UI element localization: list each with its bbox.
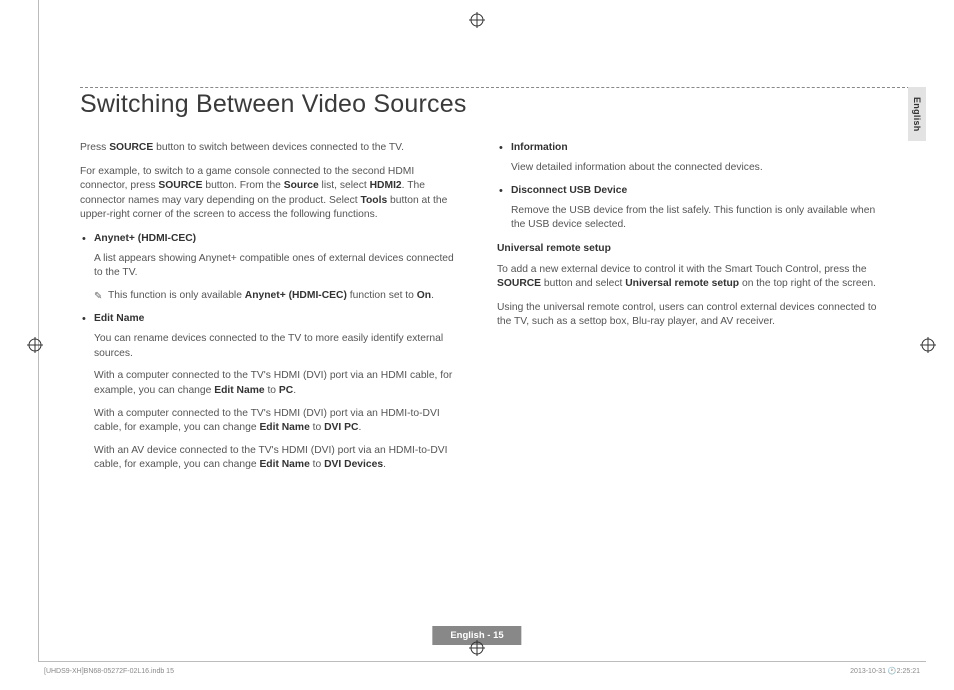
text: list, select <box>319 180 370 191</box>
item-title: Edit Name <box>94 312 463 327</box>
registration-mark-icon <box>469 12 485 28</box>
edit-name-label: Edit Name <box>259 422 309 433</box>
universal-remote-label: Universal remote setup <box>625 278 739 289</box>
tools-label: Tools <box>360 195 387 206</box>
registration-mark-icon <box>27 337 43 353</box>
text: button. From the <box>202 180 283 191</box>
item-body: Remove the USB device from the list safe… <box>511 204 880 233</box>
text: . <box>358 422 361 433</box>
left-column: Press SOURCE button to switch between de… <box>80 141 463 482</box>
footer-left-text: [UHDS9-XH]BN68-05272F-02L16.indb 15 <box>44 668 174 675</box>
page-title: Switching Between Video Sources <box>80 90 880 119</box>
text: To add a new external device to control … <box>497 264 867 275</box>
language-tab-label: English <box>912 97 922 132</box>
footer-right-text: 2013-10-31 🕐2:25:21 <box>850 667 920 675</box>
text: . <box>383 459 386 470</box>
on-label: On <box>417 290 431 301</box>
text: on the top right of the screen. <box>739 278 876 289</box>
paragraph: Using the universal remote control, user… <box>497 301 880 330</box>
sub-heading: Universal remote setup <box>497 242 880 257</box>
pc-label: PC <box>279 385 293 396</box>
source-label: SOURCE <box>497 278 541 289</box>
right-column: Information View detailed information ab… <box>497 141 880 482</box>
text: button and select <box>541 278 625 289</box>
list-item-anynet: Anynet+ (HDMI-CEC) A list appears showin… <box>80 232 463 303</box>
hdmi2-label: HDMI2 <box>370 180 402 191</box>
edit-name-label: Edit Name <box>259 459 309 470</box>
right-bullet-list: Information View detailed information ab… <box>497 141 880 233</box>
language-tab: English <box>908 87 926 141</box>
note-line: ✎ This function is only available Anynet… <box>94 289 463 304</box>
footer-clock-icon: 🕐 <box>888 668 897 675</box>
text: . <box>293 385 296 396</box>
text: This function is only available <box>108 290 245 301</box>
item-title: Anynet+ (HDMI-CEC) <box>94 232 463 247</box>
item-body: You can rename devices connected to the … <box>94 332 463 361</box>
text: to <box>265 385 279 396</box>
item-title: Disconnect USB Device <box>511 184 880 199</box>
list-item-edit-name: Edit Name You can rename devices connect… <box>80 312 463 472</box>
item-body: With a computer connected to the TV's HD… <box>94 369 463 398</box>
source-list-label: Source <box>284 180 319 191</box>
text: Press <box>80 142 109 153</box>
text: to <box>310 459 324 470</box>
left-bullet-list: Anynet+ (HDMI-CEC) A list appears showin… <box>80 232 463 473</box>
text: . <box>431 290 434 301</box>
page-content: Switching Between Video Sources Press SO… <box>80 85 880 482</box>
intro-paragraph-2: For example, to switch to a game console… <box>80 165 463 223</box>
registration-mark-icon <box>920 337 936 353</box>
dvi-devices-label: DVI Devices <box>324 459 383 470</box>
text: to <box>310 422 324 433</box>
item-body: With a computer connected to the TV's HD… <box>94 407 463 436</box>
edit-name-label: Edit Name <box>214 385 264 396</box>
footer-time: 2:25:21 <box>897 668 920 675</box>
source-label: SOURCE <box>109 142 153 153</box>
note-icon: ✎ <box>94 290 102 304</box>
item-body: With an AV device connected to the TV's … <box>94 444 463 473</box>
footer-date: 2013-10-31 <box>850 668 888 675</box>
intro-paragraph-1: Press SOURCE button to switch between de… <box>80 141 463 156</box>
item-body: View detailed information about the conn… <box>511 161 880 176</box>
list-item-disconnect-usb: Disconnect USB Device Remove the USB dev… <box>497 184 880 233</box>
item-body: A list appears showing Anynet+ compatibl… <box>94 252 463 281</box>
two-column-layout: Press SOURCE button to switch between de… <box>80 141 880 482</box>
item-title: Information <box>511 141 880 156</box>
paragraph: To add a new external device to control … <box>497 263 880 292</box>
text: function set to <box>347 290 417 301</box>
vertical-rule-left <box>38 0 39 662</box>
footer-rule <box>38 661 926 662</box>
anynet-label: Anynet+ (HDMI-CEC) <box>245 290 347 301</box>
list-item-information: Information View detailed information ab… <box>497 141 880 175</box>
text: button to switch between devices connect… <box>153 142 404 153</box>
source-label: SOURCE <box>158 180 202 191</box>
registration-mark-icon <box>469 640 485 656</box>
dvi-pc-label: DVI PC <box>324 422 358 433</box>
